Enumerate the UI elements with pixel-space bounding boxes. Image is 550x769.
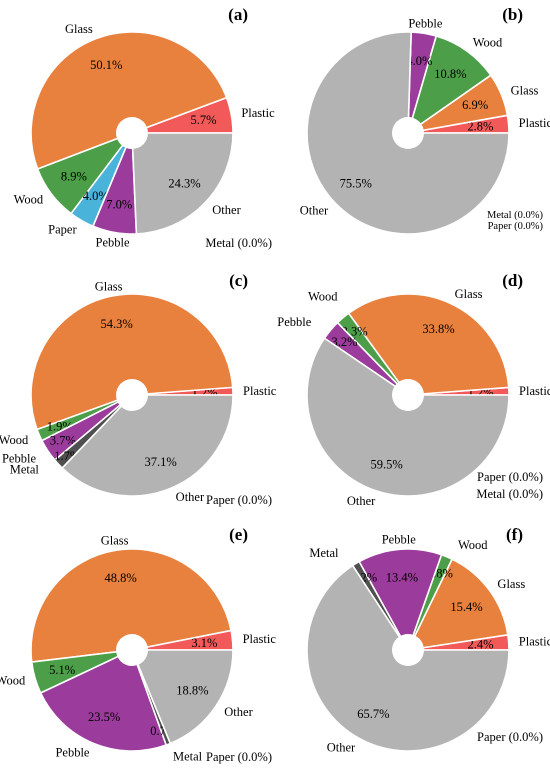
pie-center-hole (392, 117, 424, 149)
slice-percent-label: 2.8% (467, 120, 493, 134)
slice-percent-label: 13.4% (386, 571, 418, 585)
slice-percent-label: 48.8% (104, 571, 136, 585)
slice-percent-label: 3.1% (191, 636, 217, 650)
slice-name-label: Plastic (519, 635, 550, 649)
pie-center-hole (392, 634, 424, 666)
slice-percent-label: 3.7% (50, 434, 76, 448)
slice-name-label: Wood (308, 289, 338, 303)
pie-center-hole (116, 379, 148, 411)
zero-value-note: Paper (0.0%) (206, 750, 272, 764)
slice-percent-label: 33.8% (422, 322, 454, 336)
slice-name-label: Metal (10, 462, 40, 476)
slice-name-label: Wood (473, 36, 503, 50)
zero-value-note: Paper (0.0%) (206, 493, 272, 507)
slice-name-label: Pebble (277, 315, 311, 329)
slice-name-label: Other (212, 203, 241, 217)
pie-slice-other (131, 649, 234, 745)
pie-slice-other (61, 394, 234, 497)
slice-name-label: Other (347, 494, 376, 508)
pie-slice-pebble (358, 548, 443, 651)
slice-name-label: Glass (95, 279, 123, 293)
slice-percent-label: 6.9% (462, 98, 488, 112)
slice-name-label: Glass (65, 22, 93, 36)
slice-name-label: Other (327, 741, 356, 755)
slice-name-label: Plastic (243, 632, 277, 646)
panel-label: (f) (506, 525, 523, 544)
slice-name-label: Other (176, 490, 205, 504)
slice-name-label: Wood (458, 538, 488, 552)
slice-percent-label: 65.7% (357, 707, 389, 721)
slice-percent-label: 8.9% (61, 170, 87, 184)
pie-slice-glass (407, 558, 509, 651)
slice-name-label: Plastic (519, 116, 550, 130)
slice-name-label: Glass (101, 533, 129, 547)
zero-value-note: Paper (0.0%) (477, 470, 543, 484)
pie-slice-other (131, 132, 234, 235)
slice-percent-label: 10.8% (434, 67, 466, 81)
slice-name-label: Pebble (96, 235, 130, 249)
slice-name-label: Wood (0, 674, 26, 688)
slice-percent-label: 2.4% (467, 638, 493, 652)
slice-name-label: Pebble (55, 746, 89, 760)
pie-slice-other (306, 337, 510, 497)
pie-center-hole (392, 379, 424, 411)
slice-percent-label: 50.1% (90, 58, 122, 72)
slice-percent-label: 5.1% (49, 663, 75, 677)
panel-label: (a) (228, 5, 248, 24)
slice-percent-label: 37.1% (144, 455, 176, 469)
zero-value-note: Metal (0.0%) (476, 487, 543, 501)
pie-slice-wood (407, 35, 492, 134)
slice-name-label: Pebble (382, 532, 416, 546)
panel-label: (e) (229, 525, 248, 544)
panel-label: (b) (502, 5, 523, 24)
slice-percent-label: 5.7% (191, 113, 217, 127)
pie-center-hole (116, 634, 148, 666)
zero-value-note: Metal (0.0%) (205, 236, 272, 250)
slice-percent-label: 54.3% (101, 317, 133, 331)
slice-percent-label: 4.0% (83, 189, 109, 203)
slice-percent-label: 59.5% (370, 458, 402, 472)
slice-name-label: Pebble (2, 452, 36, 466)
pie-panel-a: 5.7% Plastic 50.1% Glass 8.9% Wood 4.0% Paper 7.… (14, 5, 276, 250)
pie-slice-glass (30, 548, 232, 663)
pie-slice-pebble (39, 649, 168, 752)
pie-panel-b: 2.8% Plastic 6.9% Glass 10.8% Wood 4.0% Pebble 7… (300, 5, 550, 235)
pie-panel-f: 2.4% Plastic15.4%Glass1.8%Wood13.4%Pebble… (306, 525, 550, 755)
slice-name-label: Plastic (519, 384, 550, 398)
pie-panel-e: 3.1% Plastic 48.8% Glass 5.1% Wood 23.5% Pebble… (0, 525, 276, 764)
slice-name-label: Other (224, 705, 253, 719)
slice-name-label: Pebble (408, 16, 442, 30)
pie-panel-d: 1.2% Plastic33.8%Glass2.3%Wood3.2%Pebble5… (277, 271, 550, 508)
slice-percent-label: 18.8% (176, 683, 208, 697)
slice-name-label: Paper (48, 222, 77, 236)
slice-name-label: Glass (455, 287, 483, 301)
slice-percent-label: 24.3% (168, 176, 200, 190)
zero-value-note: Metal (0.0%) (487, 210, 543, 221)
slice-percent-label: 15.4% (450, 600, 482, 614)
pie-center-hole (116, 117, 148, 149)
slice-name-label: Wood (0, 433, 29, 447)
pie-slice-glass (347, 293, 510, 396)
slice-name-label: Glass (511, 83, 539, 97)
zero-value-note: Paper (0.0%) (477, 730, 543, 744)
slice-name-label: Plastic (243, 384, 277, 398)
slice-name-label: Wood (14, 193, 44, 207)
slice-percent-label: 4.0% (406, 54, 432, 68)
slice-percent-label: 7.0% (106, 198, 132, 212)
pie-slice-glass (30, 31, 228, 170)
panel-label: (d) (502, 271, 523, 290)
slice-percent-label: 23.5% (88, 710, 120, 724)
panel-label: (c) (229, 271, 248, 290)
zero-value-note: Paper (0.0%) (488, 221, 544, 232)
slice-percent-label: 3.2% (331, 335, 357, 349)
slice-name-label: Other (300, 203, 329, 217)
slice-name-label: Plastic (241, 106, 275, 120)
pie-slice-glass (30, 293, 234, 431)
slice-name-label: Metal (173, 750, 203, 764)
slice-name-label: Glass (497, 577, 525, 591)
slice-percent-label: 75.5% (340, 177, 372, 191)
slice-name-label: Metal (309, 546, 339, 560)
